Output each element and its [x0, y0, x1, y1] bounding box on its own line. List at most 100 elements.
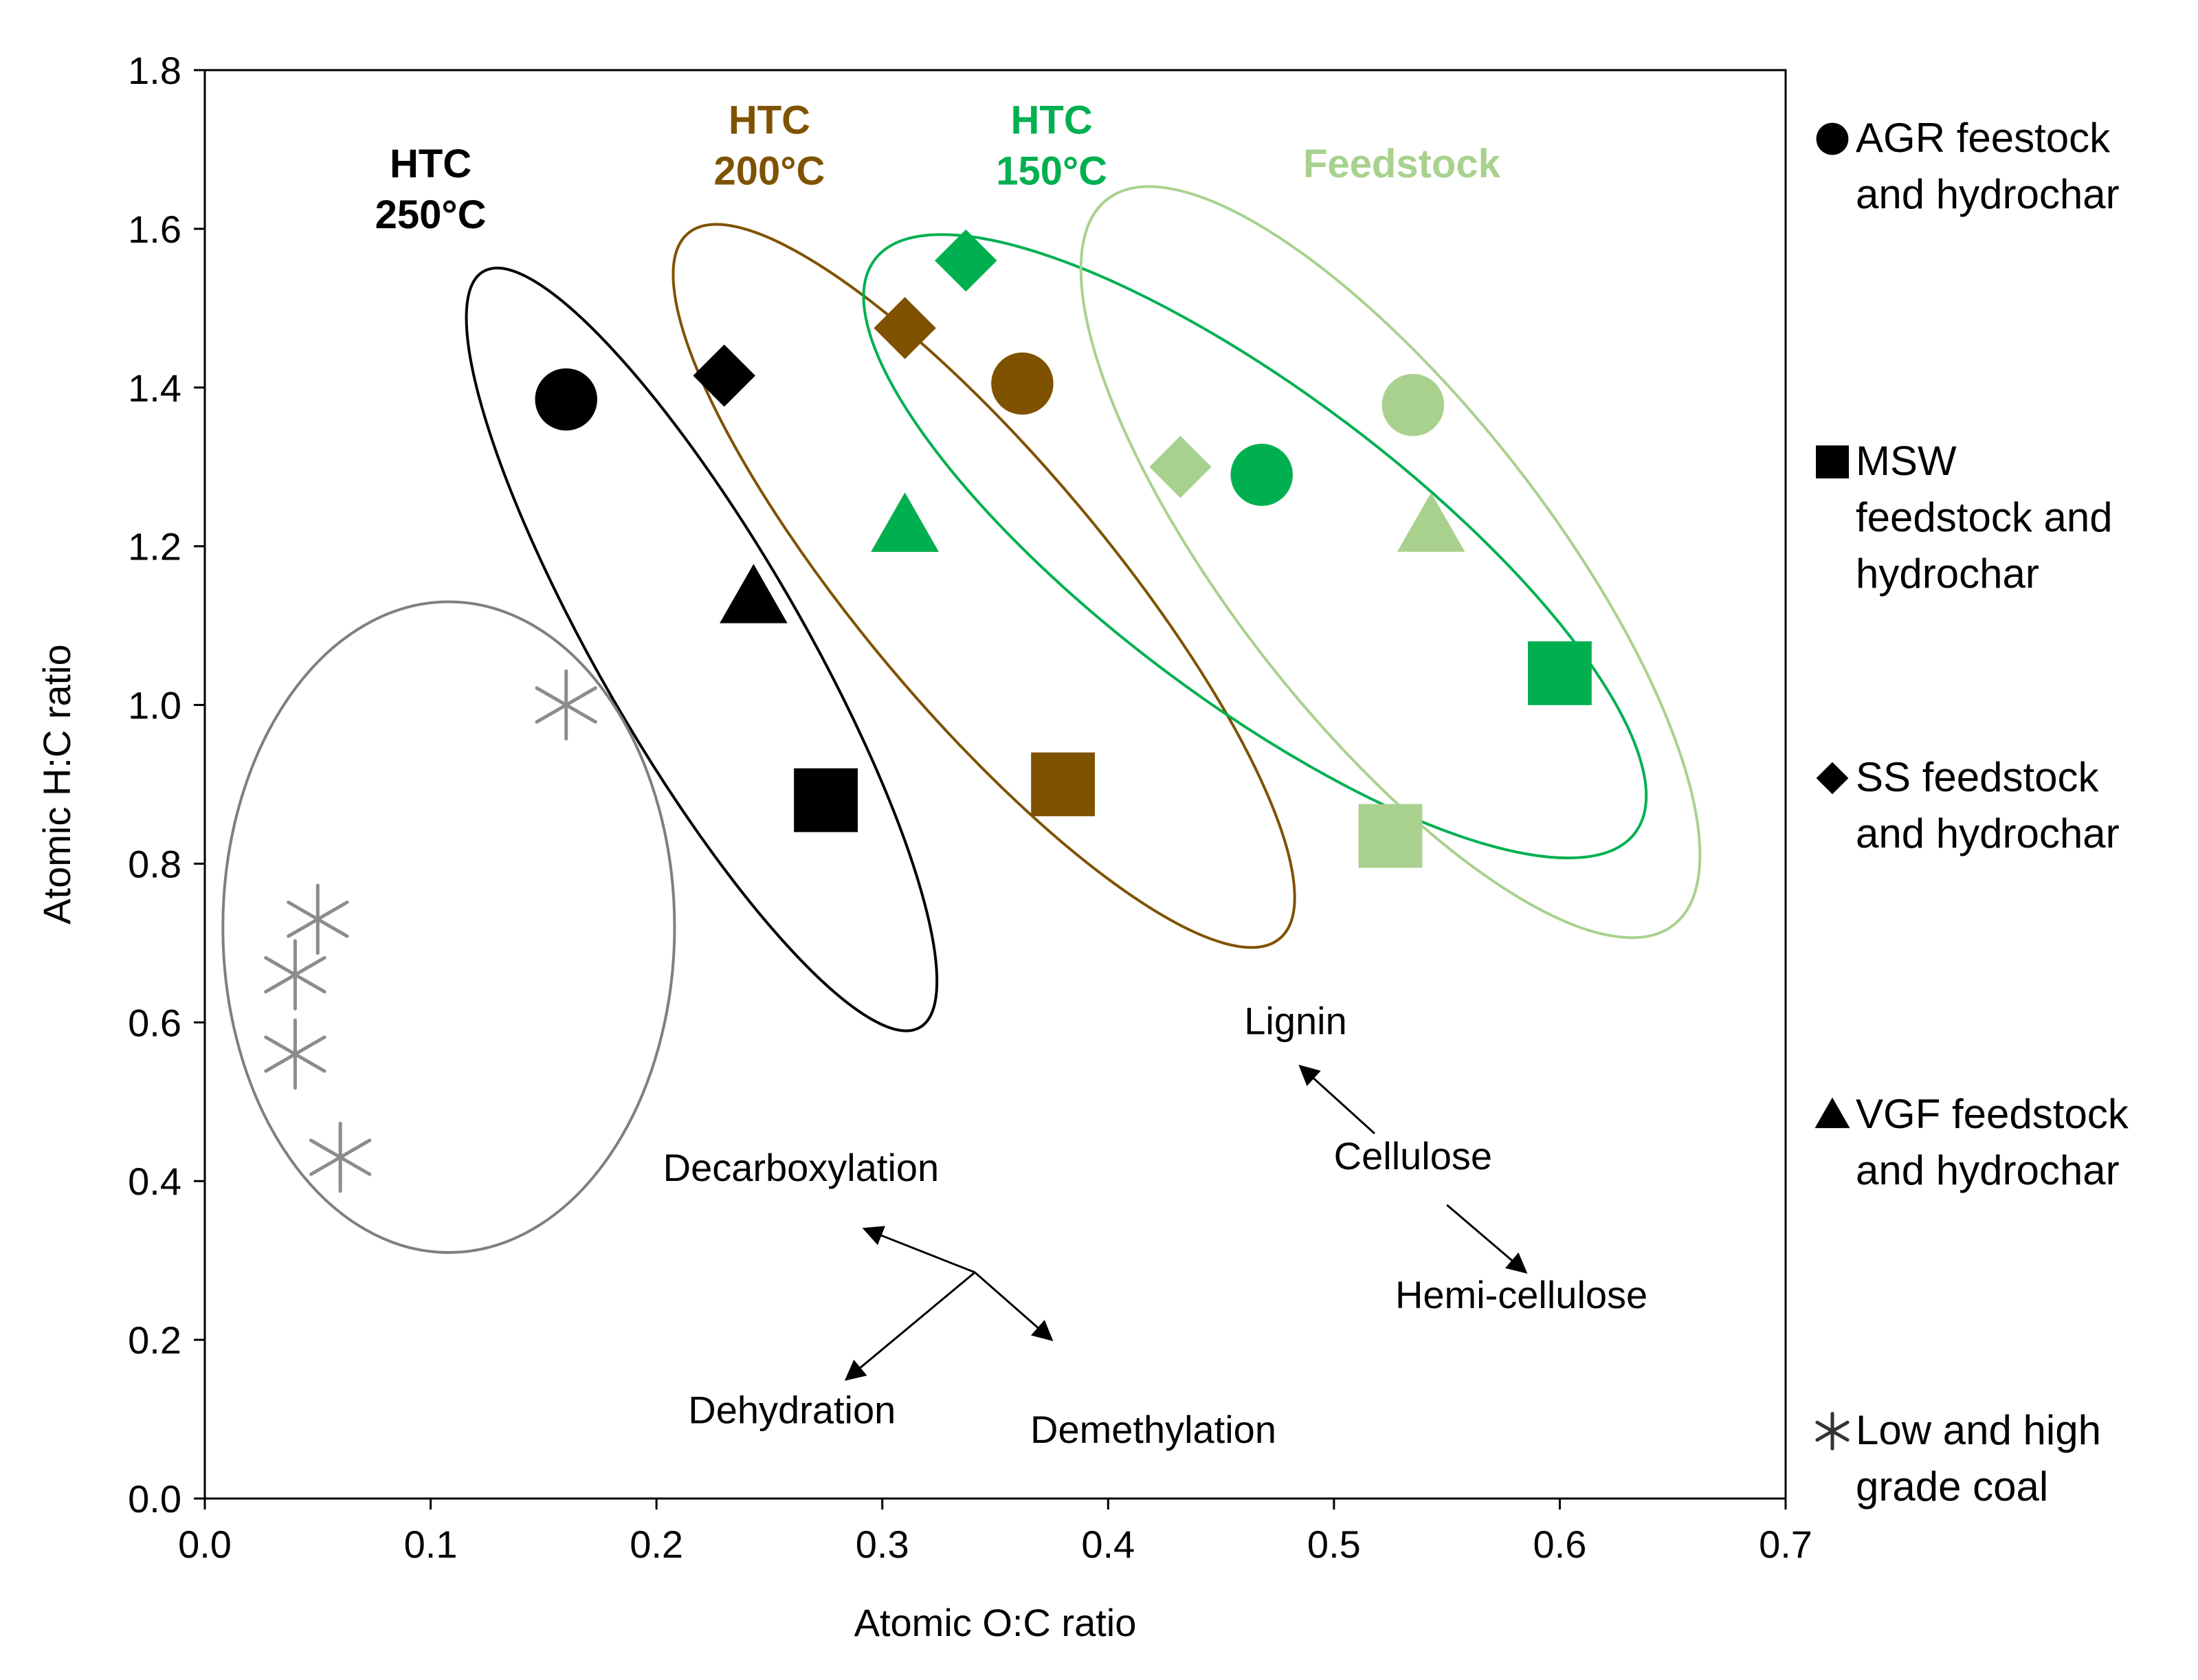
ellipse-htc-150-c: [862, 233, 1648, 860]
group-labels: HTC 250°C HTC 200°C HTC 150°C Feedstock: [375, 98, 1501, 236]
point-low-and-high-grade-coal-asterisk-stroke: [535, 686, 597, 724]
square-icon: [1816, 445, 1849, 478]
group-ellipses: [221, 185, 1702, 1255]
point-feedstock-triangle: [1397, 492, 1465, 552]
legend-label: VGF feedstock and hydrochar: [1856, 1091, 2129, 1193]
y-tick-label: 1.0: [128, 684, 181, 727]
point-low-and-high-grade-coal-asterisk-stroke: [309, 1138, 372, 1176]
plot-frame: [203, 69, 1787, 1500]
point-low-and-high-grade-coal-asterisk-stroke: [264, 1035, 326, 1073]
x-tick-label: 0.1: [404, 1523, 458, 1566]
ellipse-feedstock: [1079, 185, 1702, 940]
legend-label: SS feedstock and hydrochar: [1856, 754, 2120, 856]
asterisk-icon-stroke: [1815, 1420, 1850, 1442]
diamond-icon: [1816, 762, 1849, 795]
x-tick-label: 0.3: [856, 1523, 909, 1566]
group-label-htc-250-c-line: 250°C: [375, 192, 487, 237]
ellipse-htc-250-c: [465, 266, 939, 1032]
legend-item-square: MSW feedstock and hydrochar: [1814, 433, 2113, 602]
point-htc-250-c-square: [794, 768, 858, 832]
y-tick-label: 1.8: [128, 49, 181, 92]
annotations: Decarboxylation Dehydration Demethylation C…: [663, 999, 1648, 1452]
point-low-and-high-grade-coal-asterisk-stroke: [264, 955, 326, 994]
triangle-icon: [1814, 1097, 1850, 1129]
ellipse-coal: [221, 600, 676, 1255]
legend-marker-svg: [1816, 122, 1849, 155]
annotation-decarboxylation: Decarboxylation: [663, 1146, 940, 1189]
point-htc-250-c-triangle: [720, 564, 788, 623]
group-label-htc-150-c-line: 150°C: [996, 148, 1107, 193]
point-low-and-high-grade-coal-asterisk: [264, 939, 326, 1010]
legend-item-diamond: SS feedstock and hydrochar: [1814, 749, 2120, 862]
point-feedstock-circle: [1381, 373, 1445, 436]
x-tick-label: 0.0: [178, 1523, 232, 1566]
point-htc-200-c-square: [1031, 752, 1095, 817]
point-htc-200-c-circle: [991, 352, 1054, 415]
data-points: [264, 229, 1592, 1193]
legend-item-circle: AGR feestock and hydrochar: [1814, 110, 2120, 223]
y-tick-label: 1.6: [128, 208, 181, 251]
legend-marker-svg: [1816, 445, 1849, 478]
group-label-htc-200-c-line: HTC: [729, 98, 810, 142]
group-label-feedstock-line: Feedstock: [1303, 142, 1501, 186]
legend-label: MSW feedstock and hydrochar: [1856, 438, 2113, 597]
legend-marker-svg: [1815, 1412, 1850, 1450]
y-tick-label: 0.2: [128, 1318, 181, 1362]
point-low-and-high-grade-coal-asterisk: [287, 883, 349, 955]
ellipse-htc-200-c: [671, 223, 1296, 949]
legend-item-asterisk: Low and high grade coal: [1814, 1402, 2101, 1515]
legend-marker-svg: [1814, 1097, 1850, 1129]
y-tick-label: 0.6: [128, 1001, 181, 1044]
group-label-htc-150-c-line: HTC: [1011, 98, 1093, 142]
y-tick-label: 0.4: [128, 1160, 181, 1203]
legend-marker-circle: [1814, 110, 1856, 166]
x-tick-label: 0.4: [1081, 1523, 1135, 1566]
x-tick-label: 0.2: [630, 1523, 683, 1566]
point-htc-150-c-diamond: [935, 229, 997, 292]
x-tick-label: 0.7: [1759, 1523, 1812, 1566]
group-label-htc-250-c-line: HTC: [390, 142, 471, 186]
point-htc-150-c-circle: [1230, 443, 1293, 507]
point-htc-150-c-square: [1528, 641, 1592, 705]
point-low-and-high-grade-coal-asterisk: [535, 669, 597, 741]
arrow-dehydration: [844, 1271, 976, 1381]
arrow-demethylation: [974, 1271, 1054, 1342]
asterisk-icon: [1815, 1412, 1850, 1450]
x-axis-title: Atomic O:C ratio: [854, 1601, 1137, 1644]
axes: 0.0 0.1 0.2 0.3 0.4 0.5 0.6 0.7 0.0 0.2 0.4 0.6 0.8 1…: [35, 49, 1812, 1644]
point-low-and-high-grade-coal-asterisk: [309, 1121, 372, 1193]
legend-marker-asterisk: [1814, 1402, 1856, 1459]
annotation-demethylation: Demethylation: [1030, 1408, 1276, 1451]
point-htc-150-c-triangle: [871, 492, 939, 552]
y-tick-label: 1.2: [128, 525, 181, 568]
annotation-lignin: Lignin: [1244, 999, 1346, 1043]
point-feedstock-diamond: [1149, 435, 1212, 498]
point-low-and-high-grade-coal-asterisk-stroke: [287, 900, 349, 938]
legend-marker-svg: [1816, 762, 1849, 795]
x-tick-label: 0.6: [1533, 1523, 1586, 1566]
y-tick-label: 0.8: [128, 842, 181, 885]
y-tick-label: 1.4: [128, 366, 181, 410]
point-low-and-high-grade-coal-asterisk: [264, 1018, 326, 1090]
arrow-lignin: [1298, 1064, 1376, 1135]
point-htc-200-c-diamond: [874, 296, 936, 360]
arrow-hemi-cellulose: [1446, 1204, 1528, 1274]
legend-item-triangle: VGF feedstock and hydrochar: [1814, 1086, 2129, 1199]
group-label-htc-200-c-line: 200°C: [713, 148, 825, 193]
annotation-hemi-cellulose: Hemi-cellulose: [1395, 1273, 1647, 1316]
x-tick-label: 0.5: [1307, 1523, 1361, 1566]
y-axis-title: Atomic H:C ratio: [35, 644, 78, 925]
annotation-dehydration: Dehydration: [688, 1388, 896, 1431]
point-htc-250-c-diamond: [693, 344, 755, 407]
legend-marker-triangle: [1814, 1086, 1856, 1142]
legend-label: Low and high grade coal: [1856, 1407, 2101, 1510]
arrow-decarboxylation: [862, 1226, 975, 1274]
y-tick-label: 0.0: [128, 1477, 181, 1521]
point-feedstock-square: [1358, 804, 1423, 868]
legend-label: AGR feestock and hydrochar: [1856, 115, 2120, 217]
legend-marker-square: [1814, 433, 1856, 489]
legend-marker-diamond: [1814, 749, 1856, 806]
point-htc-250-c-circle: [535, 368, 597, 431]
circle-icon: [1816, 122, 1849, 155]
